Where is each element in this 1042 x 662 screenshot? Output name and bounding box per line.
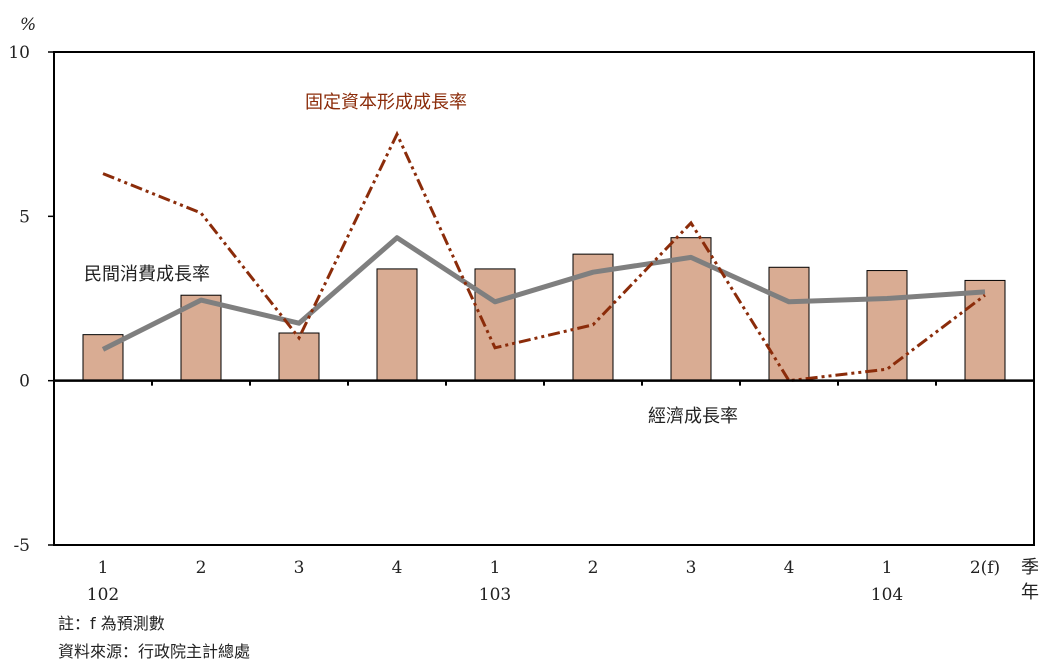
x-axis-unit-label: 季 bbox=[1021, 557, 1039, 578]
x-tick-label: 1 bbox=[98, 558, 109, 578]
bar-economic-growth bbox=[768, 266, 810, 382]
x-tick-label: 4 bbox=[784, 558, 795, 578]
source-note: 資料來源：行政院主計總處 bbox=[58, 642, 251, 661]
bar-economic-growth bbox=[278, 332, 320, 382]
y-tick-label: -5 bbox=[13, 536, 30, 556]
bar-economic-growth bbox=[866, 270, 908, 382]
x-tick-label: 2 bbox=[196, 558, 207, 578]
plot-frame bbox=[53, 51, 1035, 546]
x-tick-label: 3 bbox=[294, 558, 305, 578]
x-tick-label: 1 bbox=[882, 558, 893, 578]
x-year-label: 104 bbox=[871, 585, 903, 605]
x-axis-unit-label: 年 bbox=[1021, 582, 1039, 603]
y-tick-label: 5 bbox=[19, 207, 30, 227]
x-tick-label: 1 bbox=[490, 558, 501, 578]
line-fixed-capital bbox=[102, 130, 986, 383]
series-label: 民間消費成長率 bbox=[84, 264, 210, 285]
y-tick-label: 0 bbox=[19, 372, 30, 392]
y-unit-label: % bbox=[20, 15, 36, 35]
line-private-consumption bbox=[101, 235, 986, 352]
series-label: 經濟成長率 bbox=[648, 406, 738, 427]
x-tick-label: 2 bbox=[588, 558, 599, 578]
x-tick-label: 3 bbox=[686, 558, 697, 578]
x-year-label: 102 bbox=[87, 585, 119, 605]
x-tick-label: 4 bbox=[392, 558, 403, 578]
series-label: 固定資本形成成長率 bbox=[305, 92, 467, 113]
bar-economic-growth bbox=[376, 268, 418, 382]
bar-economic-growth bbox=[964, 279, 1006, 382]
x-tick-label: 2(f) bbox=[970, 558, 1000, 578]
bar-economic-growth bbox=[474, 268, 516, 382]
y-tick-label: 10 bbox=[8, 43, 30, 63]
footnote: 註：f 為預測數 bbox=[58, 614, 165, 633]
x-year-label: 103 bbox=[479, 585, 511, 605]
